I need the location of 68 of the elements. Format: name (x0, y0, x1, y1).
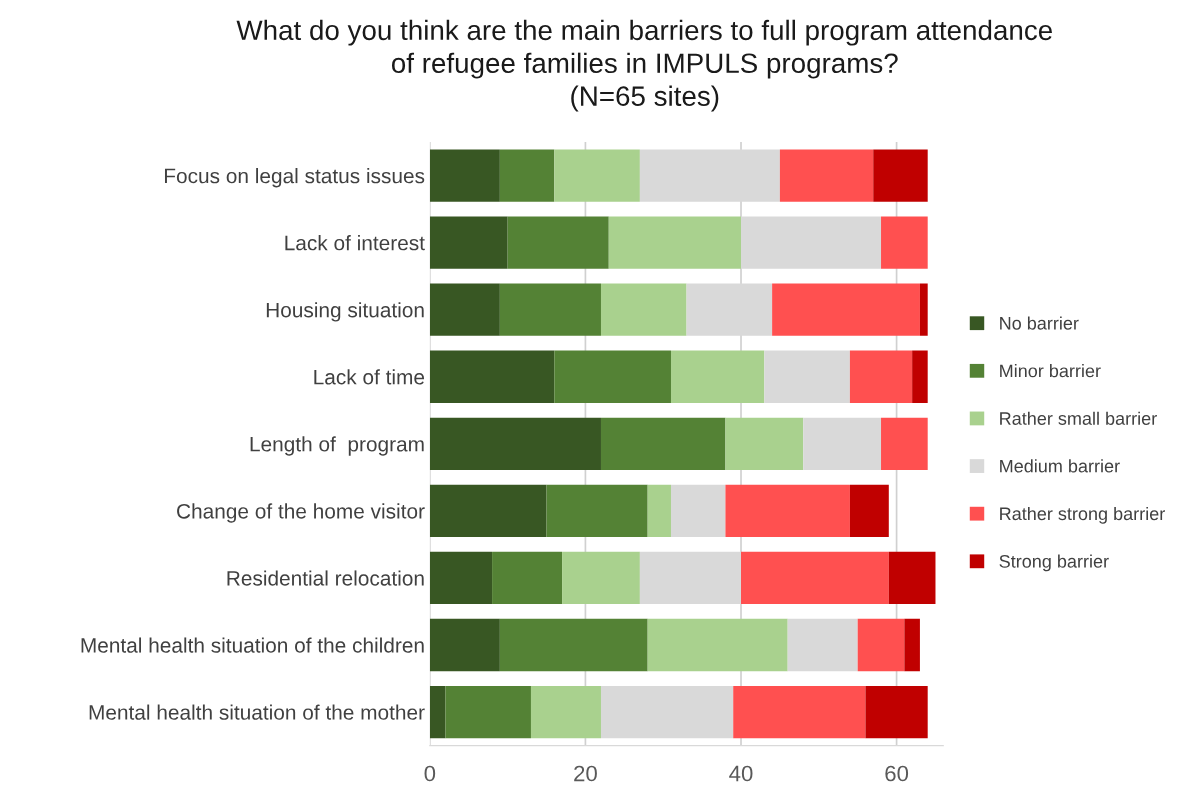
bar (499, 618, 648, 672)
bar (881, 417, 928, 470)
bar (499, 149, 555, 202)
bar (787, 618, 858, 672)
bar (507, 216, 609, 269)
legend-label: Strong barrier (999, 554, 1109, 572)
bar (429, 216, 508, 269)
x-tick-label: 20 (574, 765, 597, 782)
bar (429, 618, 500, 672)
bar (772, 283, 920, 336)
y-tick-label: Focus on legal status issues (165, 168, 425, 188)
bar (600, 685, 734, 739)
y-tick-label: Mental health situation of the children (81, 637, 424, 653)
y-tick-label: Lack of time (314, 369, 425, 385)
bar (429, 149, 500, 202)
legend-label: Minor barrier (1000, 364, 1101, 378)
bar (733, 685, 866, 739)
y-tick-label: Housing situation (266, 302, 424, 322)
bar (429, 283, 500, 336)
bar (919, 283, 928, 336)
bar (499, 283, 601, 336)
y-tick-label: Residential relocation (227, 570, 424, 586)
bar (429, 685, 446, 739)
bar (904, 618, 920, 672)
bar (873, 149, 928, 202)
bar (429, 484, 547, 538)
bar (857, 618, 905, 672)
bar (888, 551, 936, 605)
bar (741, 551, 889, 605)
legend-label: Medium barrier (1000, 459, 1120, 473)
y-tick-label: Change of the home visitor (177, 503, 425, 523)
bar (647, 618, 788, 672)
bar (600, 283, 687, 336)
bar (849, 350, 913, 403)
chart-title: What do you think are the main barriers to full program attendance of refugee families in IMPULS programs? (N=65 sites) (236, 19, 1052, 112)
bar (849, 484, 889, 538)
bar (492, 551, 563, 605)
bar (562, 551, 640, 605)
bar (445, 685, 531, 739)
legend-label: No barrier (1000, 316, 1079, 330)
bar (912, 350, 928, 403)
bar (647, 484, 671, 538)
legend-label: Rather small barrier (1000, 411, 1157, 425)
x-tick-label: 0 (424, 765, 436, 782)
bar (600, 417, 726, 470)
bar (764, 350, 850, 403)
bar (670, 484, 726, 538)
x-tick-label: 40 (729, 765, 753, 782)
bar (803, 417, 882, 470)
bar (429, 417, 601, 470)
bar (779, 149, 874, 202)
bar (725, 484, 850, 538)
y-tick-label: Length of program (250, 436, 424, 456)
x-tick-label: 60 (885, 765, 909, 782)
y-tick-label: Mental health situation of the mother (89, 704, 425, 720)
bar (429, 551, 493, 605)
y-tick-label: Lack of interest (285, 235, 425, 251)
bar (865, 685, 928, 739)
bar (725, 417, 804, 470)
bar (554, 350, 671, 403)
legend-label: Rather strong barrier (1000, 506, 1165, 524)
bar (429, 350, 555, 403)
bar (554, 149, 640, 202)
bar (881, 216, 928, 269)
bar (546, 484, 648, 538)
bar (670, 350, 765, 403)
bar (608, 216, 741, 269)
bar (530, 685, 601, 739)
